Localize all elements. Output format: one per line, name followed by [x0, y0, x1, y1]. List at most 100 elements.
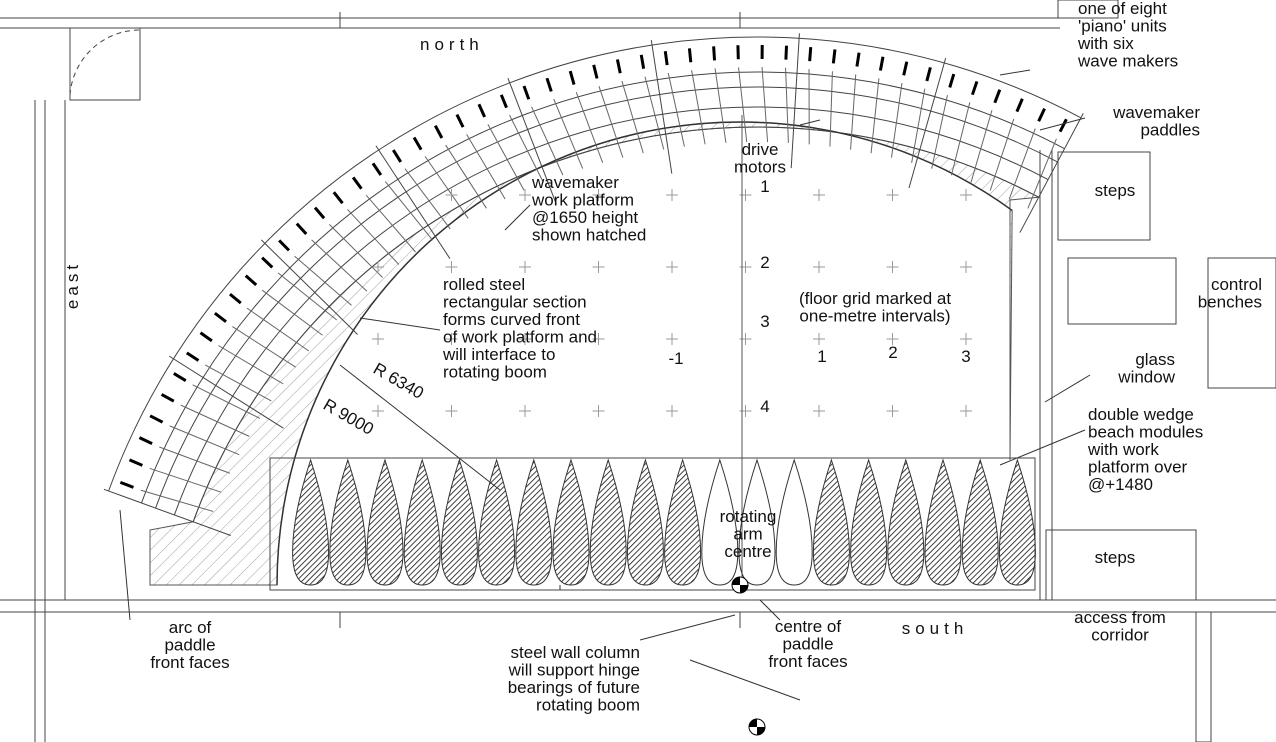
- label-line: bearings of future: [508, 678, 640, 697]
- floor-plan: northeastsouthone of eight'piano' unitsw…: [0, 0, 1276, 742]
- paddle-arm: [786, 68, 789, 143]
- paddle: [524, 86, 529, 99]
- paddle-arm: [329, 224, 382, 277]
- beach-wedge: [516, 460, 552, 585]
- beach-wedge: [776, 460, 812, 585]
- label-line: with six: [1077, 34, 1134, 53]
- paddle: [262, 258, 272, 268]
- paddle: [435, 126, 442, 138]
- grid-cross: [372, 333, 384, 345]
- label: access fromcorridor: [1074, 608, 1166, 645]
- paddle: [1060, 119, 1066, 131]
- label-line: corridor: [1091, 626, 1149, 645]
- leader-line: [360, 318, 440, 330]
- label-line: centre of: [775, 617, 841, 636]
- label-line: south: [902, 619, 969, 638]
- grid-cross: [446, 189, 458, 201]
- grid-cross: [813, 405, 825, 417]
- paddle: [501, 95, 506, 108]
- grid-cross: [666, 333, 678, 345]
- grid-cross: [666, 405, 678, 417]
- grid-cross: [740, 405, 752, 417]
- paddle: [547, 78, 551, 91]
- paddle-arm: [762, 67, 768, 142]
- leader-line: [1000, 70, 1030, 75]
- piano-unit-edge: [651, 40, 672, 173]
- label: controlbenches: [1198, 275, 1262, 312]
- label-line: arm: [733, 525, 762, 544]
- beach-wedge: [925, 460, 961, 585]
- paddle-arm: [247, 308, 309, 351]
- paddle: [215, 313, 226, 321]
- paddle: [689, 48, 690, 62]
- grid-column-label: 1: [817, 347, 826, 366]
- grid-cross: [666, 189, 678, 201]
- paddle: [279, 240, 289, 250]
- paddle: [617, 59, 620, 73]
- label-line: front faces: [150, 653, 229, 672]
- grid-row-label: 4: [760, 397, 769, 416]
- label-line: control: [1211, 275, 1262, 294]
- beach-wedge: [962, 460, 998, 585]
- grid-cross: [740, 189, 752, 201]
- label-line: motors: [734, 158, 786, 177]
- grid-row-label: 1: [760, 177, 769, 196]
- paddle: [786, 46, 787, 60]
- label-line: drive: [742, 140, 779, 159]
- label-line: of work platform and: [443, 328, 597, 347]
- paddle: [174, 373, 186, 380]
- beach-wedge: [813, 460, 849, 585]
- label-line: beach modules: [1088, 423, 1203, 442]
- paddle: [904, 62, 907, 76]
- grid-cross: [960, 333, 972, 345]
- label-line: (floor grid marked at: [799, 289, 951, 308]
- label-line: wave makers: [1077, 52, 1178, 71]
- paddle: [162, 394, 174, 401]
- label-line: R 9000: [320, 395, 377, 439]
- leader-line: [800, 120, 820, 125]
- grid-cross: [960, 405, 972, 417]
- paddle: [594, 65, 597, 79]
- paddle: [150, 416, 162, 422]
- leader-line: [505, 205, 530, 230]
- paddle: [857, 53, 859, 67]
- label-line: rolled steel: [443, 275, 525, 294]
- label-line: paddle: [782, 635, 833, 654]
- beach-wedge: [330, 460, 366, 585]
- label: drivemotors: [734, 140, 786, 177]
- paddle: [297, 224, 306, 234]
- label-line: shown hatched: [532, 226, 646, 245]
- label-line: forms curved front: [443, 310, 580, 329]
- beach-wedge: [851, 460, 887, 585]
- grid-cross: [666, 261, 678, 273]
- paddle: [950, 74, 954, 87]
- grid-cross: [887, 405, 899, 417]
- paddle-arm: [347, 209, 398, 264]
- label: arc ofpaddlefront faces: [150, 618, 229, 672]
- beach-wedge: [999, 460, 1035, 585]
- paddle-arm: [715, 68, 726, 142]
- paddle: [393, 150, 400, 162]
- label-line: one of eight: [1078, 0, 1167, 18]
- grid-row-label: 3: [760, 312, 769, 331]
- paddle-arm: [739, 67, 747, 142]
- label-line: rotating boom: [443, 363, 547, 382]
- paddle: [1039, 109, 1045, 122]
- beach-wedge: [404, 460, 440, 585]
- grid-row-label: 2: [760, 253, 769, 272]
- grid-cross: [887, 189, 899, 201]
- beach-wedge: [293, 460, 329, 585]
- label-line: benches: [1198, 293, 1262, 312]
- label-line: arc of: [169, 618, 212, 637]
- label: wavemakerpaddles: [1112, 103, 1200, 140]
- paddle-arm: [622, 81, 643, 153]
- label-line: with work: [1087, 440, 1159, 459]
- label: glasswindow: [1117, 350, 1175, 387]
- label: double wedgebeach moduleswith workplatfo…: [1087, 405, 1203, 494]
- grid-cross: [446, 261, 458, 273]
- paddle: [880, 57, 883, 71]
- paddle-arm: [181, 405, 249, 436]
- paddle: [230, 294, 241, 303]
